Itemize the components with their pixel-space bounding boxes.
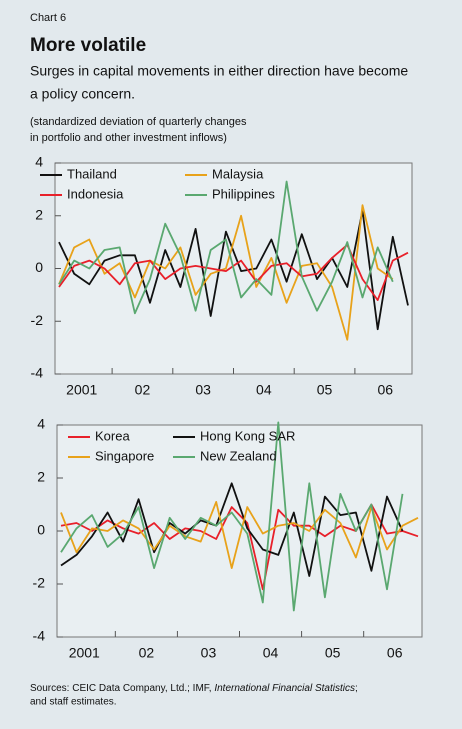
- x-tick-label: 03: [201, 645, 217, 661]
- x-tick-label: 2001: [66, 382, 97, 398]
- subtitle: Surges in capital movements in either di…: [30, 63, 408, 79]
- y-tick-label: 2: [37, 469, 45, 485]
- y-tick-label: -2: [31, 312, 44, 328]
- x-tick-label: 04: [256, 382, 272, 398]
- x-tick-label: 02: [135, 382, 151, 398]
- y-tick-label: 0: [37, 522, 45, 538]
- x-tick-label: 05: [317, 382, 333, 398]
- subtitle: a policy concern.: [30, 86, 135, 102]
- series-line: [60, 501, 419, 569]
- series-line: [60, 482, 404, 577]
- x-tick-label: 2001: [69, 645, 100, 661]
- y-tick-label: 2: [35, 206, 43, 222]
- legend-label: Malaysia: [212, 166, 264, 181]
- y-tick-label: 4: [37, 416, 45, 432]
- legend-label: Thailand: [67, 166, 117, 181]
- legend-label: Hong Kong SAR: [200, 428, 295, 443]
- sources: Sources: CEIC Data Company, Ltd.; IMF, I…: [30, 683, 358, 694]
- chart-label: Chart 6: [30, 12, 66, 24]
- y-tick-label: 4: [35, 154, 43, 170]
- y-tick-label: -4: [33, 628, 46, 644]
- sources: and staff estimates.: [30, 697, 117, 708]
- sources-text: International Financial Statistics: [214, 683, 355, 694]
- chart-title: More volatile: [30, 35, 146, 56]
- legend-label: Singapore: [95, 448, 154, 463]
- x-tick-label: 06: [377, 382, 393, 398]
- note: in portfolio and other investment inflow…: [30, 132, 227, 144]
- y-tick-label: -2: [33, 575, 46, 591]
- y-tick-label: -4: [31, 365, 44, 381]
- note: (standardized deviation of quarterly cha…: [30, 116, 247, 128]
- sources-text: Sources: CEIC Data Company, Ltd.; IMF,: [30, 683, 214, 694]
- x-tick-label: 05: [325, 645, 341, 661]
- x-tick-label: 02: [139, 645, 155, 661]
- y-tick-label: 0: [35, 259, 43, 275]
- legend-label: Korea: [95, 428, 130, 443]
- x-tick-label: 04: [263, 645, 279, 661]
- legend-label: New Zealand: [200, 448, 277, 463]
- x-tick-label: 03: [195, 382, 211, 398]
- series-line: [60, 421, 404, 612]
- sources-text: ;: [355, 683, 358, 694]
- x-tick-label: 06: [387, 645, 403, 661]
- series-line: [58, 180, 394, 315]
- series-line: [58, 209, 409, 331]
- series-line: [58, 204, 394, 341]
- legend-label: Indonesia: [67, 186, 124, 201]
- legend-label: Philippines: [212, 186, 275, 201]
